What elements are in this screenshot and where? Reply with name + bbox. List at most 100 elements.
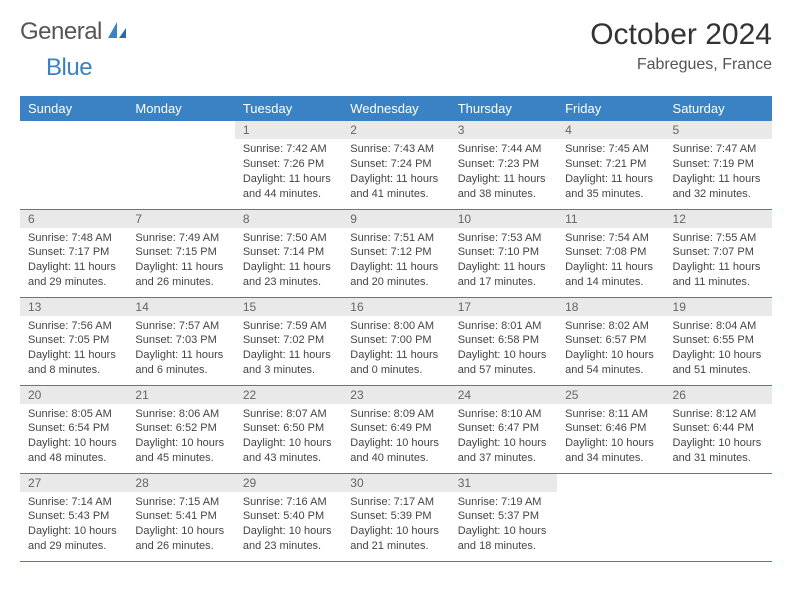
- calendar-week-row: 20Sunrise: 8:05 AMSunset: 6:54 PMDayligh…: [20, 385, 772, 473]
- day-details: Sunrise: 7:42 AMSunset: 7:26 PMDaylight:…: [235, 139, 342, 207]
- day-details: Sunrise: 8:00 AMSunset: 7:00 PMDaylight:…: [342, 316, 449, 384]
- calendar-day-cell: 21Sunrise: 8:06 AMSunset: 6:52 PMDayligh…: [127, 385, 234, 473]
- day-details: Sunrise: 7:44 AMSunset: 7:23 PMDaylight:…: [450, 139, 557, 207]
- day-number: 14: [127, 298, 234, 316]
- day-number: 22: [235, 386, 342, 404]
- calendar-empty-cell: [557, 473, 664, 561]
- logo-sail-icon: [106, 20, 128, 45]
- day-number: 1: [235, 121, 342, 139]
- calendar-week-row: 6Sunrise: 7:48 AMSunset: 7:17 PMDaylight…: [20, 209, 772, 297]
- day-details: Sunrise: 8:10 AMSunset: 6:47 PMDaylight:…: [450, 404, 557, 472]
- day-details: Sunrise: 7:55 AMSunset: 7:07 PMDaylight:…: [665, 228, 772, 296]
- brand-logo: General: [20, 18, 130, 46]
- calendar-day-cell: 25Sunrise: 8:11 AMSunset: 6:46 PMDayligh…: [557, 385, 664, 473]
- calendar-day-cell: 7Sunrise: 7:49 AMSunset: 7:15 PMDaylight…: [127, 209, 234, 297]
- day-number: 9: [342, 210, 449, 228]
- calendar-day-cell: 2Sunrise: 7:43 AMSunset: 7:24 PMDaylight…: [342, 121, 449, 209]
- day-number: 10: [450, 210, 557, 228]
- calendar-day-cell: 10Sunrise: 7:53 AMSunset: 7:10 PMDayligh…: [450, 209, 557, 297]
- day-details: Sunrise: 8:05 AMSunset: 6:54 PMDaylight:…: [20, 404, 127, 472]
- calendar-day-cell: 18Sunrise: 8:02 AMSunset: 6:57 PMDayligh…: [557, 297, 664, 385]
- weekday-header: Saturday: [665, 96, 772, 121]
- day-details: Sunrise: 7:49 AMSunset: 7:15 PMDaylight:…: [127, 228, 234, 296]
- day-details: Sunrise: 7:45 AMSunset: 7:21 PMDaylight:…: [557, 139, 664, 207]
- calendar-empty-cell: [665, 473, 772, 561]
- calendar-day-cell: 1Sunrise: 7:42 AMSunset: 7:26 PMDaylight…: [235, 121, 342, 209]
- calendar-day-cell: 5Sunrise: 7:47 AMSunset: 7:19 PMDaylight…: [665, 121, 772, 209]
- calendar-day-cell: 29Sunrise: 7:16 AMSunset: 5:40 PMDayligh…: [235, 473, 342, 561]
- calendar-day-cell: 19Sunrise: 8:04 AMSunset: 6:55 PMDayligh…: [665, 297, 772, 385]
- day-details: Sunrise: 7:16 AMSunset: 5:40 PMDaylight:…: [235, 492, 342, 560]
- weekday-header: Monday: [127, 96, 234, 121]
- day-details: Sunrise: 8:04 AMSunset: 6:55 PMDaylight:…: [665, 316, 772, 384]
- calendar-day-cell: 23Sunrise: 8:09 AMSunset: 6:49 PMDayligh…: [342, 385, 449, 473]
- calendar-week-row: 1Sunrise: 7:42 AMSunset: 7:26 PMDaylight…: [20, 121, 772, 209]
- day-details: Sunrise: 7:47 AMSunset: 7:19 PMDaylight:…: [665, 139, 772, 207]
- day-number: 12: [665, 210, 772, 228]
- day-number: 24: [450, 386, 557, 404]
- day-details: Sunrise: 7:48 AMSunset: 7:17 PMDaylight:…: [20, 228, 127, 296]
- weekday-header: Wednesday: [342, 96, 449, 121]
- month-title: October 2024: [590, 18, 772, 52]
- day-number: 20: [20, 386, 127, 404]
- calendar-day-cell: 27Sunrise: 7:14 AMSunset: 5:43 PMDayligh…: [20, 473, 127, 561]
- day-number: 18: [557, 298, 664, 316]
- day-details: Sunrise: 8:07 AMSunset: 6:50 PMDaylight:…: [235, 404, 342, 472]
- weekday-header: Tuesday: [235, 96, 342, 121]
- calendar-day-cell: 24Sunrise: 8:10 AMSunset: 6:47 PMDayligh…: [450, 385, 557, 473]
- calendar-day-cell: 3Sunrise: 7:44 AMSunset: 7:23 PMDaylight…: [450, 121, 557, 209]
- calendar-day-cell: 14Sunrise: 7:57 AMSunset: 7:03 PMDayligh…: [127, 297, 234, 385]
- day-details: Sunrise: 8:12 AMSunset: 6:44 PMDaylight:…: [665, 404, 772, 472]
- weekday-header: Friday: [557, 96, 664, 121]
- calendar-day-cell: 9Sunrise: 7:51 AMSunset: 7:12 PMDaylight…: [342, 209, 449, 297]
- title-block: October 2024 Fabregues, France: [590, 18, 772, 74]
- day-details: Sunrise: 8:11 AMSunset: 6:46 PMDaylight:…: [557, 404, 664, 472]
- day-details: Sunrise: 8:01 AMSunset: 6:58 PMDaylight:…: [450, 316, 557, 384]
- day-number: 4: [557, 121, 664, 139]
- weekday-header: Sunday: [20, 96, 127, 121]
- calendar-day-cell: 16Sunrise: 8:00 AMSunset: 7:00 PMDayligh…: [342, 297, 449, 385]
- day-number: 13: [20, 298, 127, 316]
- calendar-day-cell: 20Sunrise: 8:05 AMSunset: 6:54 PMDayligh…: [20, 385, 127, 473]
- day-number: 31: [450, 474, 557, 492]
- calendar-day-cell: 30Sunrise: 7:17 AMSunset: 5:39 PMDayligh…: [342, 473, 449, 561]
- day-number: 7: [127, 210, 234, 228]
- location: Fabregues, France: [590, 56, 772, 74]
- day-number: 6: [20, 210, 127, 228]
- brand-part2: Blue: [46, 54, 92, 82]
- day-details: Sunrise: 7:17 AMSunset: 5:39 PMDaylight:…: [342, 492, 449, 560]
- calendar-day-cell: 26Sunrise: 8:12 AMSunset: 6:44 PMDayligh…: [665, 385, 772, 473]
- day-number: 28: [127, 474, 234, 492]
- day-number: 15: [235, 298, 342, 316]
- calendar-empty-cell: [20, 121, 127, 209]
- calendar-day-cell: 31Sunrise: 7:19 AMSunset: 5:37 PMDayligh…: [450, 473, 557, 561]
- day-number: 2: [342, 121, 449, 139]
- calendar-day-cell: 6Sunrise: 7:48 AMSunset: 7:17 PMDaylight…: [20, 209, 127, 297]
- day-number: 25: [557, 386, 664, 404]
- calendar-week-row: 13Sunrise: 7:56 AMSunset: 7:05 PMDayligh…: [20, 297, 772, 385]
- weekday-header-row: SundayMondayTuesdayWednesdayThursdayFrid…: [20, 96, 772, 121]
- day-number: 23: [342, 386, 449, 404]
- day-details: Sunrise: 8:06 AMSunset: 6:52 PMDaylight:…: [127, 404, 234, 472]
- day-details: Sunrise: 8:02 AMSunset: 6:57 PMDaylight:…: [557, 316, 664, 384]
- day-details: Sunrise: 7:54 AMSunset: 7:08 PMDaylight:…: [557, 228, 664, 296]
- day-details: Sunrise: 7:59 AMSunset: 7:02 PMDaylight:…: [235, 316, 342, 384]
- day-number: 27: [20, 474, 127, 492]
- calendar-day-cell: 8Sunrise: 7:50 AMSunset: 7:14 PMDaylight…: [235, 209, 342, 297]
- calendar-day-cell: 4Sunrise: 7:45 AMSunset: 7:21 PMDaylight…: [557, 121, 664, 209]
- weekday-header: Thursday: [450, 96, 557, 121]
- calendar-empty-cell: [127, 121, 234, 209]
- calendar-day-cell: 12Sunrise: 7:55 AMSunset: 7:07 PMDayligh…: [665, 209, 772, 297]
- calendar-day-cell: 13Sunrise: 7:56 AMSunset: 7:05 PMDayligh…: [20, 297, 127, 385]
- day-details: Sunrise: 7:53 AMSunset: 7:10 PMDaylight:…: [450, 228, 557, 296]
- day-number: 19: [665, 298, 772, 316]
- day-number: 16: [342, 298, 449, 316]
- day-number: 30: [342, 474, 449, 492]
- calendar-day-cell: 22Sunrise: 8:07 AMSunset: 6:50 PMDayligh…: [235, 385, 342, 473]
- day-details: Sunrise: 7:15 AMSunset: 5:41 PMDaylight:…: [127, 492, 234, 560]
- calendar-day-cell: 17Sunrise: 8:01 AMSunset: 6:58 PMDayligh…: [450, 297, 557, 385]
- calendar-day-cell: 15Sunrise: 7:59 AMSunset: 7:02 PMDayligh…: [235, 297, 342, 385]
- day-details: Sunrise: 8:09 AMSunset: 6:49 PMDaylight:…: [342, 404, 449, 472]
- day-details: Sunrise: 7:19 AMSunset: 5:37 PMDaylight:…: [450, 492, 557, 560]
- day-details: Sunrise: 7:56 AMSunset: 7:05 PMDaylight:…: [20, 316, 127, 384]
